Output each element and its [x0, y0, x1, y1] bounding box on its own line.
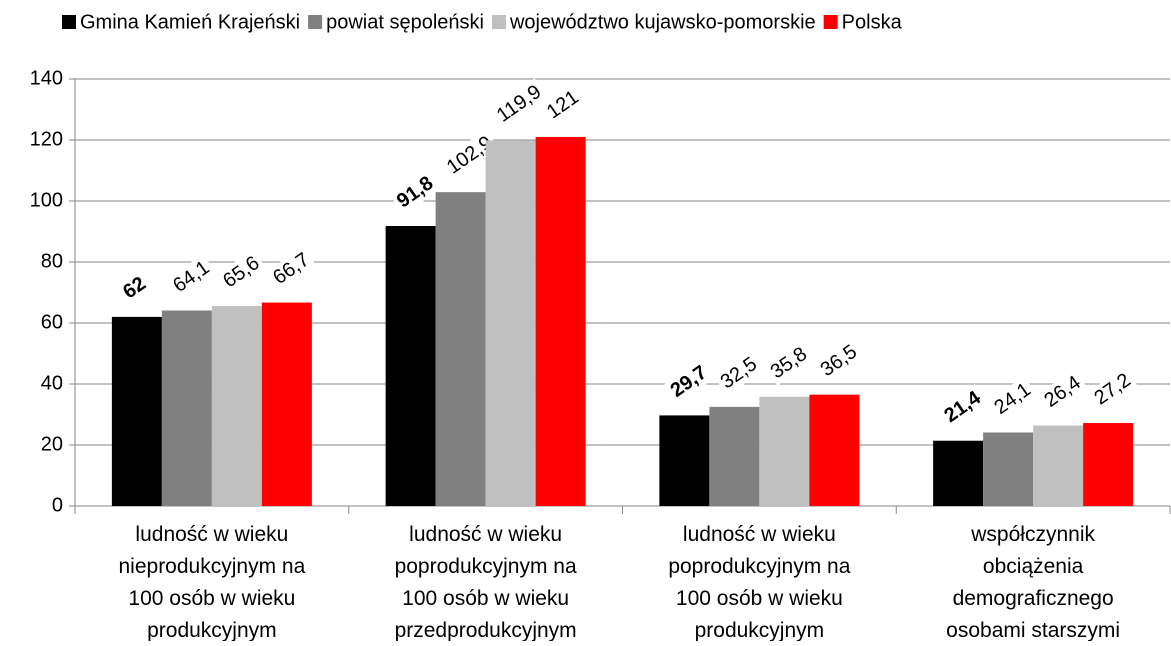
data-label-bg — [987, 376, 1038, 422]
y-tick-label: 100 — [30, 189, 63, 211]
data-label-group: 64,1 — [166, 254, 217, 300]
x-tick-label: ludność w wieku nieprodukcyjnym na 100 osó… — [118, 523, 305, 641]
data-label-bg — [663, 358, 715, 405]
data-label-bg — [1087, 366, 1138, 413]
data-label-bg — [166, 254, 217, 300]
data-label-group: 65,6 — [216, 249, 267, 295]
y-tick-label: 40 — [41, 372, 63, 394]
bar — [1083, 423, 1134, 506]
legend-label: Polska — [842, 11, 903, 33]
legend-swatch — [308, 15, 323, 29]
data-label-bg — [937, 383, 989, 430]
data-label-bg — [266, 246, 317, 292]
data-label-bg — [216, 249, 267, 295]
bar — [211, 305, 262, 506]
legend-label: powiat sępoleński — [326, 11, 484, 33]
data-label-bg — [813, 338, 865, 384]
bar — [535, 136, 586, 506]
bar — [485, 140, 536, 506]
y-tick-label: 120 — [30, 128, 63, 150]
bar — [709, 406, 760, 506]
y-tick-label: 60 — [41, 311, 63, 333]
y-tick-label: 80 — [41, 250, 63, 272]
data-label-group: 62 — [116, 269, 154, 306]
data-label-group: 36,5 — [813, 338, 865, 384]
bar — [759, 396, 810, 506]
bar — [261, 302, 312, 506]
bar — [111, 316, 162, 506]
x-tick-label: ludność w wieku poprodukcyjnym na 100 osób… — [395, 523, 577, 641]
data-label-group: 119,9 — [489, 78, 549, 130]
data-label-bg — [539, 83, 586, 126]
legend-swatch — [823, 15, 838, 29]
data-label-group: 35,8 — [763, 340, 815, 386]
data-label-bg — [489, 78, 549, 130]
data-label-group: 24,1 — [987, 376, 1038, 422]
data-label-bg — [713, 350, 765, 396]
data-label-group: 21,4 — [937, 383, 989, 430]
data-label-bg — [116, 269, 154, 306]
bar — [1033, 425, 1084, 506]
data-label-group: 91,8 — [389, 169, 441, 215]
legend-label: Gmina Kamień Krajeński — [80, 11, 300, 33]
data-label-bg — [763, 340, 815, 386]
data-label-group: 32,5 — [713, 350, 765, 396]
data-label-bg — [439, 129, 500, 182]
bar — [161, 310, 212, 506]
legend-swatch — [491, 15, 506, 29]
bar — [933, 440, 984, 506]
data-label: 119,9 — [493, 81, 545, 127]
data-label-group: 66,7 — [266, 246, 317, 292]
bar — [435, 192, 486, 506]
data-label-bg — [1037, 369, 1088, 415]
y-tick-label: 140 — [30, 67, 63, 89]
bar — [983, 432, 1034, 506]
data-label-group: 27,2 — [1087, 366, 1138, 413]
data-label-group: 26,4 — [1037, 369, 1088, 415]
data-label: 62 — [119, 273, 150, 304]
bar — [385, 226, 436, 506]
bar — [659, 415, 710, 506]
data-label-group: 121 — [539, 83, 586, 126]
data-label-bg — [389, 169, 441, 215]
legend-swatch — [62, 15, 76, 29]
x-tick-label: ludność w wieku poprodukcyjnym na 100 osób… — [668, 523, 850, 641]
legend-label: województwo kujawsko-pomorskie — [509, 11, 816, 33]
y-tick-label: 0 — [52, 494, 63, 516]
bar — [809, 394, 860, 506]
data-label-group: 29,7 — [663, 358, 715, 405]
y-tick-label: 20 — [41, 433, 63, 455]
x-tick-label: współczynnik obciążenia demograficznego oso… — [946, 523, 1120, 641]
